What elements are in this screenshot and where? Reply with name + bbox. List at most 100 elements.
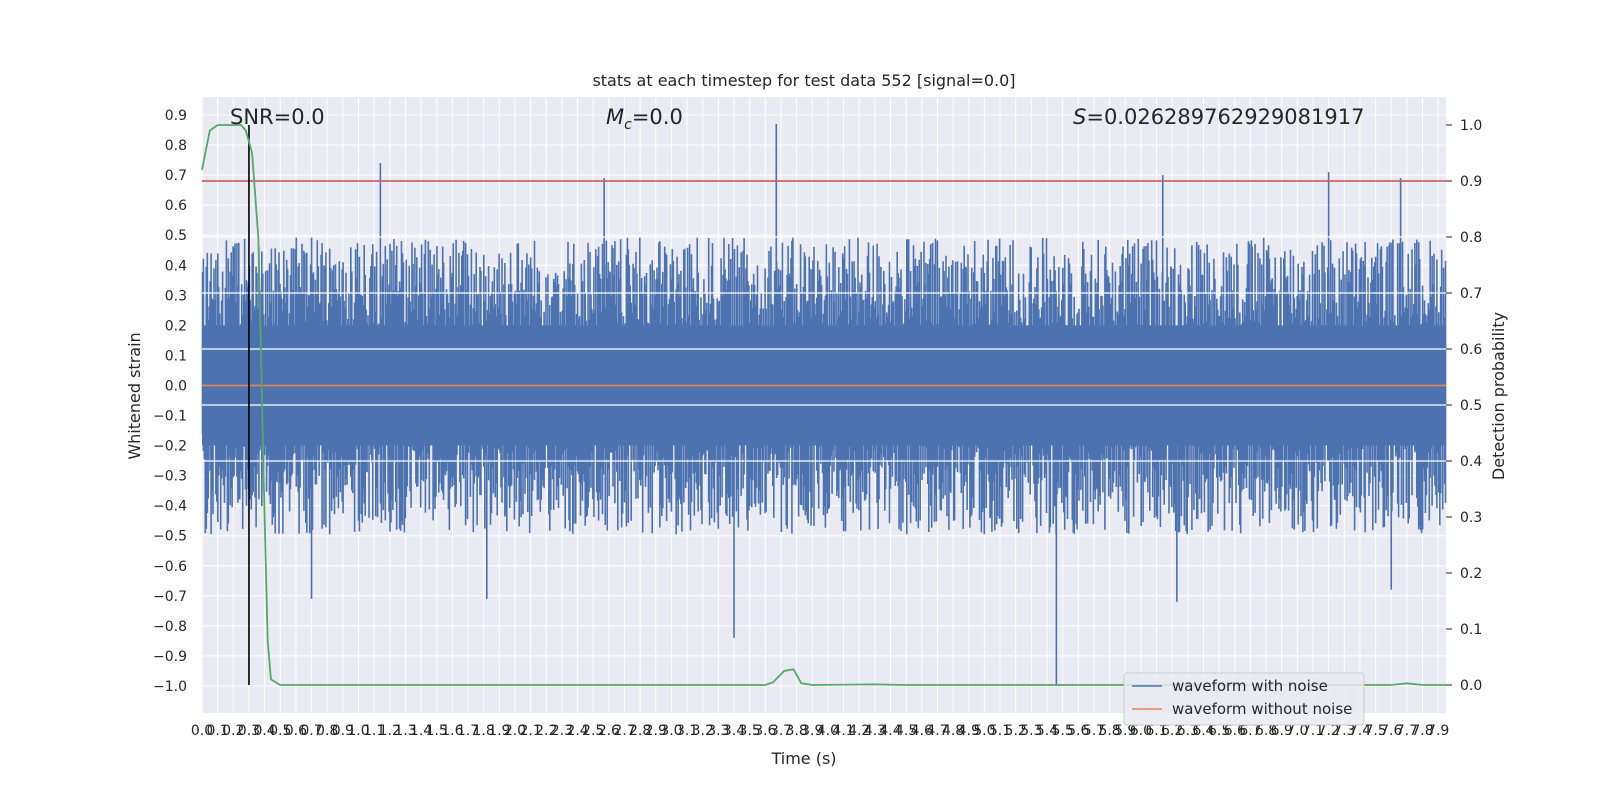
x-tick-label: 3.4 <box>723 723 745 739</box>
chirp-mass-annotation: Mc=0.0 <box>606 105 683 133</box>
x-axis-ticks: 0.00.10.20.30.40.50.60.70.80.91.01.11.21… <box>191 723 1449 739</box>
y-axis-ticks: 0.9 0.8 0.7 0.6 0.5 0.4 0.3 0.2 0.1 0.0 −0.1 −0.2 −0… <box>153 108 187 695</box>
x-tick-label: 4.8 <box>942 723 964 739</box>
x-tick-label: 0.3 <box>238 723 260 739</box>
x-tick-label: 5.4 <box>1036 723 1058 739</box>
x-tick-label: 5.8 <box>1098 723 1120 739</box>
x-tick-label: 3.6 <box>754 723 776 739</box>
x-tick-label: 0.9 <box>332 723 354 739</box>
legend: waveform with noise waveform without noi… <box>1123 672 1365 726</box>
y-tick-label: −0.3 <box>153 469 187 485</box>
y-tick-label: −0.6 <box>153 559 187 575</box>
x-tick-label: 6.5 <box>1208 723 1230 739</box>
x-tick-label: 5.9 <box>1114 723 1136 739</box>
y2-tick-label: 0.5 <box>1460 398 1482 414</box>
x-tick-label: 2.6 <box>598 723 620 739</box>
y2-tick-label: 0.8 <box>1460 230 1482 246</box>
x-tick-label: 6.7 <box>1239 723 1261 739</box>
x-tick-label: 2.3 <box>551 723 573 739</box>
x-tick-label: 0.5 <box>269 723 291 739</box>
x-tick-label: 4.4 <box>879 723 901 739</box>
y-tick-label: 0.2 <box>165 318 187 334</box>
chirp-mass-value: =0.0 <box>632 105 683 129</box>
x-axis-label: Time (s) <box>770 749 836 768</box>
x-tick-label: 1.1 <box>363 723 385 739</box>
reference-lines <box>202 125 1446 685</box>
x-tick-label: 0.4 <box>253 723 275 739</box>
x-tick-label: 2.5 <box>582 723 604 739</box>
y-tick-label: 0.9 <box>165 108 187 124</box>
y2-tick-label: 0.3 <box>1460 510 1482 526</box>
x-tick-label: 2.7 <box>613 723 635 739</box>
x-tick-label: 6.9 <box>1271 723 1293 739</box>
legend-label-no-noise: waveform without noise <box>1172 700 1352 718</box>
y2-axis-ticks: 1.0 0.9 0.8 0.7 0.6 0.5 0.4 0.3 0.2 0.1 0.0 <box>1446 118 1482 694</box>
x-tick-label: 1.8 <box>473 723 495 739</box>
x-tick-label: 5.7 <box>1083 723 1105 739</box>
x-tick-label: 7.1 <box>1302 723 1324 739</box>
x-tick-label: 1.4 <box>410 723 432 739</box>
x-tick-label: 1.9 <box>488 723 510 739</box>
x-tick-label: 5.3 <box>1020 723 1042 739</box>
x-tick-label: 5.2 <box>1005 723 1027 739</box>
y-tick-label: 0.8 <box>165 138 187 154</box>
x-tick-label: 4.6 <box>911 723 933 739</box>
x-tick-label: 3.2 <box>692 723 714 739</box>
x-tick-label: 5.6 <box>1067 723 1089 739</box>
s-statistic-symbol: S <box>1073 105 1086 129</box>
y-tick-label: −0.2 <box>153 439 187 455</box>
y2-tick-label: 0.2 <box>1460 566 1482 582</box>
x-tick-label: 7.2 <box>1318 723 1340 739</box>
x-tick-label: 2.4 <box>566 723 588 739</box>
x-tick-label: 1.6 <box>441 723 463 739</box>
x-tick-label: 7.8 <box>1411 723 1433 739</box>
x-tick-label: 2.9 <box>645 723 667 739</box>
x-tick-label: 4.3 <box>864 723 886 739</box>
x-tick-label: 6.1 <box>1145 723 1167 739</box>
y-tick-label: 0.0 <box>165 378 187 394</box>
y-tick-label: −1.0 <box>153 679 187 695</box>
y-tick-label: 0.3 <box>165 288 187 304</box>
y-tick-label: 0.6 <box>165 198 187 214</box>
x-tick-label: 3.9 <box>801 723 823 739</box>
chirp-mass-symbol: M <box>606 105 624 129</box>
x-tick-label: 4.1 <box>832 723 854 739</box>
y-tick-label: 0.5 <box>165 228 187 244</box>
y-tick-label: 0.7 <box>165 168 187 184</box>
x-tick-label: 1.0 <box>347 723 369 739</box>
s-statistic-value: =0.026289762929081917 <box>1086 105 1364 129</box>
x-tick-label: 5.0 <box>973 723 995 739</box>
x-tick-label: 6.3 <box>1177 723 1199 739</box>
legend-box <box>1123 672 1365 726</box>
x-tick-label: 4.2 <box>848 723 870 739</box>
y2-tick-label: 0.1 <box>1460 622 1482 638</box>
x-tick-label: 0.6 <box>285 723 307 739</box>
detection-probability-line <box>201 124 1446 686</box>
x-tick-label: 4.5 <box>895 723 917 739</box>
x-tick-label: 7.6 <box>1380 723 1402 739</box>
x-tick-label: 7.5 <box>1364 723 1386 739</box>
x-tick-label: 0.8 <box>316 723 338 739</box>
y2-tick-label: 0.4 <box>1460 454 1482 470</box>
y-tick-label: −0.8 <box>153 619 187 635</box>
y-tick-label: −0.5 <box>153 529 187 545</box>
x-tick-label: 7.7 <box>1396 723 1418 739</box>
x-tick-label: 0.2 <box>222 723 244 739</box>
x-tick-label: 3.8 <box>785 723 807 739</box>
x-tick-label: 4.0 <box>817 723 839 739</box>
x-tick-label: 3.7 <box>770 723 792 739</box>
x-tick-label: 7.3 <box>1333 723 1355 739</box>
x-tick-label: 4.7 <box>926 723 948 739</box>
x-tick-label: 3.0 <box>660 723 682 739</box>
y2-tick-label: 0.6 <box>1460 342 1482 358</box>
y2-tick-label: 1.0 <box>1460 118 1482 134</box>
x-tick-label: 5.1 <box>989 723 1011 739</box>
x-tick-label: 1.7 <box>457 723 479 739</box>
x-tick-label: 0.1 <box>207 723 229 739</box>
x-tick-label: 1.2 <box>379 723 401 739</box>
x-tick-label: 6.0 <box>1130 723 1152 739</box>
x-tick-label: 6.6 <box>1224 723 1246 739</box>
x-tick-label: 2.1 <box>519 723 541 739</box>
y-tick-label: −0.9 <box>153 649 187 665</box>
